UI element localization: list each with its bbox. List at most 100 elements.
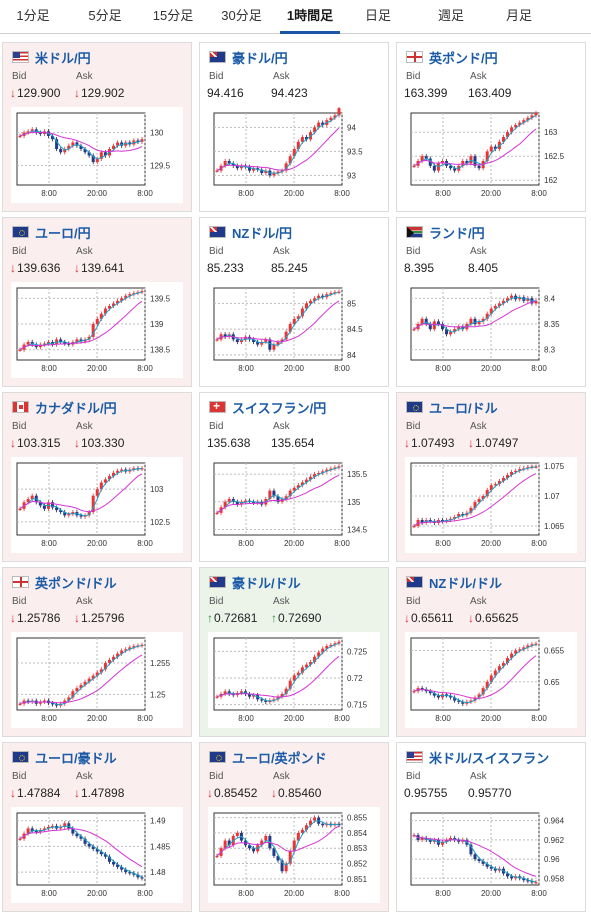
pair-name[interactable]: ユーロ/英ポンド <box>232 751 327 766</box>
x-tick-label: 8:00 <box>531 889 547 898</box>
down-arrow-icon: ↓ <box>74 786 80 800</box>
pair-name[interactable]: ユーロ/ドル <box>429 401 498 416</box>
price-chart[interactable]: 135.5 135 134.5 8:00 20:00 8:00 <box>208 457 380 553</box>
bid-price: 8.395 <box>404 261 434 275</box>
candle <box>506 475 510 478</box>
y-tick-label: 162.5 <box>544 152 565 161</box>
tab-2[interactable]: 5分足 <box>88 8 122 23</box>
bid-label: Bid <box>209 596 224 607</box>
pair-name[interactable]: 英ポンド/円 <box>429 51 498 66</box>
pair-name[interactable]: スイスフラン/円 <box>232 401 327 416</box>
pair-name[interactable]: 米ドル/スイスフラン <box>429 751 550 766</box>
candle <box>412 329 416 331</box>
tab-5[interactable]: 1時間足 <box>280 0 340 34</box>
currency-card[interactable]: スイスフラン/円 Bid Ask 135.638 135.654 135.5 135 134.… <box>199 392 389 562</box>
ma-long-line <box>216 300 340 343</box>
ask-price-value: 8.405 <box>468 261 499 275</box>
currency-card[interactable]: 英ポンド/円 Bid Ask 163.399 163.409 163 162.5 162 8:0… <box>396 42 586 212</box>
currency-card[interactable]: ユーロ/円 Bid Ask ↓139.636 ↓139.641 139.5 139 138.5… <box>2 217 192 387</box>
pair-name[interactable]: NZドル/ドル <box>429 576 502 591</box>
candle <box>313 127 317 133</box>
price-chart[interactable]: 130 129.5 8:00 20:00 8:00 <box>11 107 183 203</box>
y-tick-label: 8.35 <box>544 320 560 329</box>
price-chart[interactable]: 1.49 1.485 1.48 8:00 20:00 8:00 <box>11 807 183 903</box>
ma-short-line <box>413 114 537 169</box>
candle <box>292 840 296 852</box>
currency-card[interactable]: NZドル/円 Bid Ask 85.233 85.245 85 84.5 84 8:00 20:0… <box>199 217 389 387</box>
x-tick-label: 8:00 <box>238 189 254 198</box>
price-chart[interactable]: 1.075 1.07 1.065 8:00 20:00 8:00 <box>405 457 577 553</box>
pair-name[interactable]: ユーロ/豪ドル <box>35 751 117 766</box>
currency-card[interactable]: ユーロ/英ポンド Bid Ask ↓0.85452 ↓0.85460 0.855 0.854… <box>199 742 389 912</box>
candle <box>18 838 22 840</box>
candle <box>91 495 95 513</box>
currency-card[interactable]: 米ドル/スイスフラン Bid Ask 0.95755 0.95770 0.964 0.962… <box>396 742 586 912</box>
currency-card[interactable]: ユーロ/豪ドル Bid Ask ↓1.47884 ↓1.47898 1.49 1.485 1.… <box>2 742 192 912</box>
tab-1[interactable]: 1分足 <box>16 8 50 23</box>
candle <box>264 835 268 841</box>
currency-card[interactable]: 豪ドル/円 Bid Ask 94.416 94.423 94 93.5 93 8:00 20:00… <box>199 42 389 212</box>
ask-label: Ask <box>76 421 93 432</box>
currency-card[interactable]: 豪ドル/ドル Bid Ask ↑0.72681 ↑0.72690 0.725 0.72 0.7… <box>199 567 389 737</box>
candle <box>128 872 132 874</box>
currency-card[interactable]: カナダドル/円 Bid Ask ↓103.315 ↓103.330 103 102.5 8:0… <box>2 392 192 562</box>
candle <box>420 520 424 523</box>
tab-8[interactable]: 月足 <box>505 8 532 23</box>
candle <box>473 697 477 701</box>
candle <box>432 165 436 171</box>
price-chart[interactable]: 0.964 0.962 0.96 0.958 8:00 20:00 8:00 <box>405 807 577 903</box>
candle <box>124 869 128 873</box>
pair-name[interactable]: 米ドル/円 <box>35 51 91 66</box>
candle <box>112 656 116 660</box>
price-chart[interactable]: 103 102.5 8:00 20:00 8:00 <box>11 457 183 553</box>
au-flag-icon <box>209 51 226 63</box>
candle <box>272 173 276 176</box>
tab-4[interactable]: 30分足 <box>221 8 262 23</box>
candle <box>436 695 440 698</box>
pair-name[interactable]: ユーロ/円 <box>35 226 91 241</box>
currency-card[interactable]: ユーロ/ドル Bid Ask ↓1.07493 ↓1.07497 1.075 1.07 1.0… <box>396 392 586 562</box>
ask-label: Ask <box>273 71 290 82</box>
candle <box>489 675 493 682</box>
candle <box>501 663 505 667</box>
candle <box>304 479 308 483</box>
currency-card[interactable]: 米ドル/円 Bid Ask ↓129.900 ↓129.902 130 129.5 8:00 2… <box>2 42 192 212</box>
pair-name[interactable]: 豪ドル/ドル <box>232 576 301 591</box>
tab-6[interactable]: 日足 <box>364 8 391 23</box>
tab-3[interactable]: 15分足 <box>152 8 194 23</box>
candle <box>272 344 276 350</box>
ask-price: 163.409 <box>468 86 511 100</box>
currency-card[interactable]: 英ポンド/ドル Bid Ask ↓1.25786 ↓1.25796 1.255 1.25 8:… <box>2 567 192 737</box>
candle <box>440 841 444 845</box>
price-chart[interactable]: 85 84.5 84 8:00 20:00 8:00 <box>208 282 380 378</box>
currency-card[interactable]: ランド/円 Bid Ask 8.395 8.405 8.4 8.35 8.3 8:00 20:00… <box>396 217 586 387</box>
candle <box>91 675 95 679</box>
nz-flag-icon <box>406 576 423 588</box>
price-chart[interactable]: 139.5 139 138.5 8:00 20:00 8:00 <box>11 282 183 378</box>
bid-price-value: 8.395 <box>404 261 435 275</box>
currency-card[interactable]: NZドル/ドル Bid Ask ↓0.65611 ↓0.65625 0.655 0.65 8:… <box>396 567 586 737</box>
candle <box>510 472 514 475</box>
pair-name[interactable]: ランド/円 <box>429 226 485 241</box>
price-chart[interactable]: 0.725 0.72 0.715 8:00 20:00 8:00 <box>208 632 380 728</box>
pair-name[interactable]: 豪ドル/円 <box>232 51 288 66</box>
candle <box>288 324 292 332</box>
candle <box>42 700 46 702</box>
ma-short-line <box>216 291 340 346</box>
candle <box>59 510 63 513</box>
pair-name[interactable]: 英ポンド/ドル <box>35 576 117 591</box>
bid-price: 135.638 <box>207 436 250 450</box>
tab-7[interactable]: 週足 <box>437 8 464 23</box>
candle <box>493 306 497 309</box>
price-chart[interactable]: 94 93.5 93 8:00 20:00 8:00 <box>208 107 380 203</box>
price-chart[interactable]: 8.4 8.35 8.3 8:00 20:00 8:00 <box>405 282 577 378</box>
candle <box>412 835 416 837</box>
price-chart[interactable]: 0.655 0.65 8:00 20:00 8:00 <box>405 632 577 728</box>
candle <box>79 684 83 689</box>
pair-name[interactable]: カナダドル/円 <box>35 401 117 416</box>
price-chart[interactable]: 163 162.5 162 8:00 20:00 8:00 <box>405 107 577 203</box>
bid-price-value: 1.47884 <box>17 786 61 800</box>
pair-name[interactable]: NZドル/円 <box>232 226 292 241</box>
price-chart[interactable]: 0.855 0.854 0.853 0.852 0.851 8:00 20:00 8:00 <box>208 807 380 903</box>
price-chart[interactable]: 1.255 1.25 8:00 20:00 8:00 <box>11 632 183 728</box>
